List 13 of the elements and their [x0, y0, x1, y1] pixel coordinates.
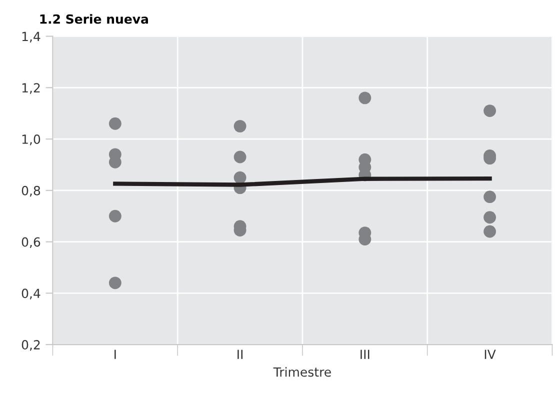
y-tick-label: 0,4	[22, 288, 40, 300]
x-tick-label: IV	[484, 350, 496, 359]
y-tick-label: 0,2	[22, 340, 40, 351]
chart-title: 1.2 Serie nueva	[40, 14, 148, 24]
y-tick-label: 0,6	[22, 237, 40, 248]
y-tick-label: 1,0	[22, 134, 40, 146]
y-tick-label: 1,2	[22, 83, 40, 94]
x-tick-label: II	[238, 350, 242, 359]
x-axis-title: Trimestre	[273, 367, 331, 377]
y-tick-label: 0,8	[22, 186, 40, 197]
y-tick-label: 1,4	[22, 32, 40, 42]
x-tick-label: I	[114, 350, 116, 359]
x-tick-label: III	[360, 350, 370, 359]
